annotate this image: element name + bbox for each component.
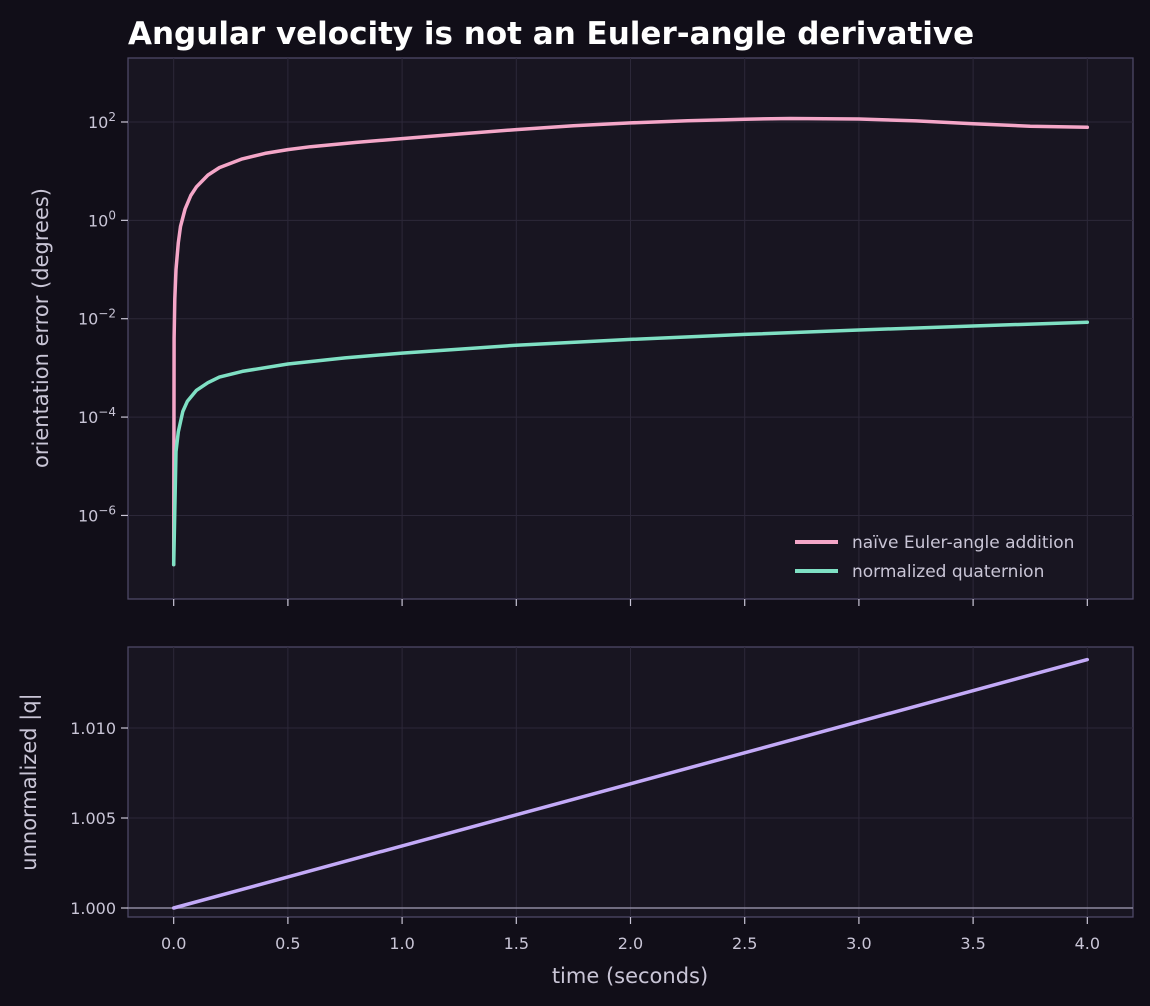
x-tick-label: 1.0	[389, 934, 414, 953]
top-y-axis-label: orientation error (degrees)	[29, 188, 53, 468]
top-y-ticks: 10−6 10−4 10−2 100 102	[78, 110, 128, 525]
series-line-quaternion-norm	[171, 657, 1090, 910]
top-y-tick-label: 10−2	[78, 307, 116, 329]
top-y-tick-label: 102	[88, 110, 116, 132]
bottom-x-ticks: 0.0 0.5 1.0 1.5 2.0 2.5 3.0 3.5 4.0	[161, 917, 1100, 953]
x-tick-label: 3.5	[960, 934, 985, 953]
top-x-ticks	[173, 599, 1088, 606]
bottom-y-tick-label: 1.005	[70, 809, 116, 828]
x-tick-label: 0.5	[275, 934, 300, 953]
legend-label-quaternion: normalized quaternion	[852, 562, 1044, 582]
x-axis-label: time (seconds)	[552, 964, 708, 988]
bottom-y-tick-label: 1.010	[70, 719, 116, 738]
x-tick-label: 0.0	[161, 934, 186, 953]
x-tick-label: 3.0	[846, 934, 871, 953]
top-series-group	[171, 116, 1090, 567]
x-tick-label: 4.0	[1075, 934, 1100, 953]
x-tick-label: 2.0	[618, 934, 643, 953]
series-line-quaternion	[171, 320, 1090, 567]
x-tick-label: 1.5	[504, 934, 529, 953]
top-y-tick-label: 10−6	[78, 503, 116, 525]
top-panel: 10−6 10−4 10−2 100 102 orientation error (de…	[29, 57, 1134, 606]
bottom-y-axis-label: unnormalized |q|	[17, 693, 42, 870]
x-tick-label: 2.5	[732, 934, 757, 953]
series-line-euler	[171, 116, 1090, 567]
bottom-series-group	[128, 657, 1133, 910]
bottom-panel: 1.000 1.005 1.010 0.0 0.5 1.0 1.5 2.0 2.5 3.0 3.5…	[17, 646, 1134, 988]
bottom-y-tick-label: 1.000	[70, 899, 116, 918]
legend-label-euler: naïve Euler-angle addition	[852, 533, 1074, 553]
figure-title: Angular velocity is not an Euler-angle d…	[128, 16, 974, 52]
top-y-tick-label: 100	[88, 208, 116, 230]
top-y-tick-label: 10−4	[78, 405, 116, 427]
legend: naïve Euler-angle addition normalized qu…	[795, 533, 1074, 582]
bottom-y-ticks: 1.000 1.005 1.010	[70, 719, 128, 918]
